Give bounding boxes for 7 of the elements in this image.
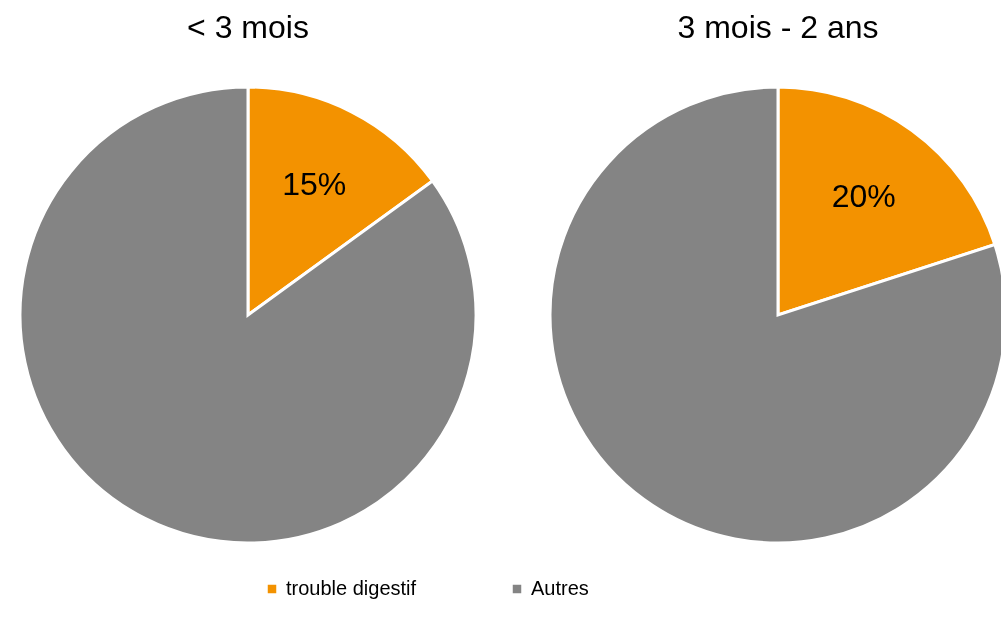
chart-title: 3 mois - 2 ans [677, 9, 879, 45]
legend-label: trouble digestif [286, 577, 417, 599]
legend-label: Autres [531, 577, 589, 599]
data-label: 20% [831, 177, 896, 214]
pie-slice [18, 85, 478, 545]
chart-title: < 3 mois [187, 9, 309, 45]
data-label: 15% [282, 165, 347, 202]
